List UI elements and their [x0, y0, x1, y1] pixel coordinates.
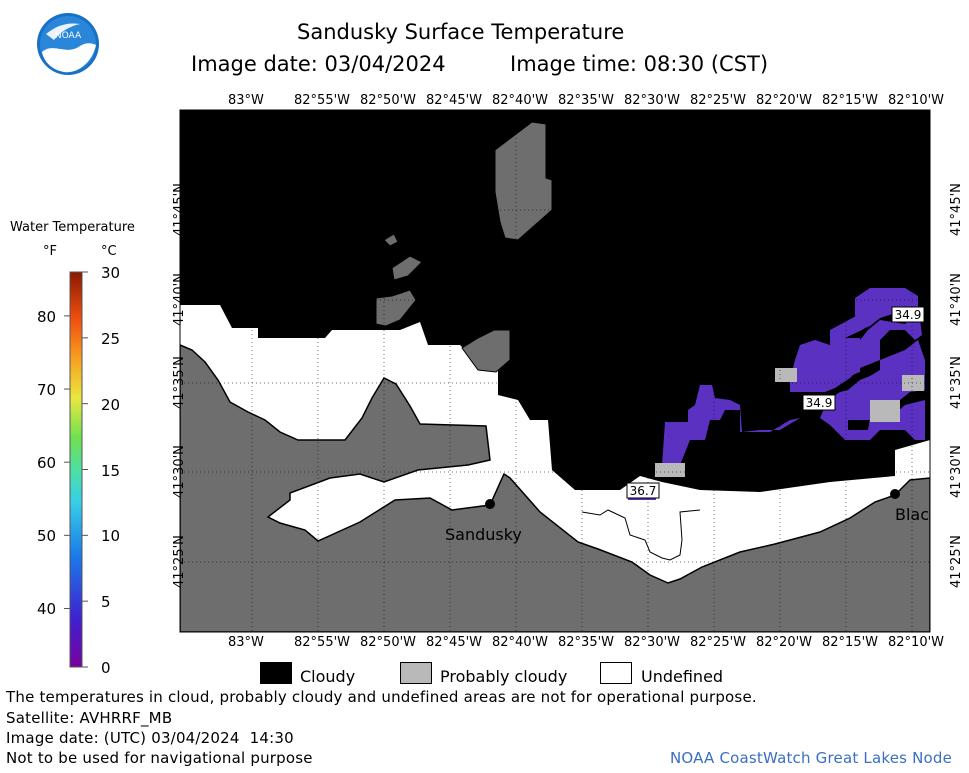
lat-label-left: 41°45'N [172, 183, 187, 236]
lon-label-top: 82°50'W [360, 93, 417, 108]
sandusky-marker [485, 499, 495, 509]
sandusky-label: Sandusky [445, 525, 522, 544]
colorbar-c-label: 25 [101, 329, 121, 348]
lon-label-top: 82°30'W [624, 93, 681, 108]
blac-marker [890, 489, 900, 499]
legend-cloudy-swatch [260, 662, 292, 684]
legend-probably-cloudy-label: Probably cloudy [440, 667, 568, 686]
lon-label-top: 82°40'W [492, 93, 549, 108]
lon-label-bottom: 82°25'W [690, 635, 747, 650]
lon-label-bottom: 82°20'W [756, 635, 813, 650]
lon-label-bottom: 82°10'W [888, 635, 945, 650]
lat-label-left: 41°35'N [172, 356, 187, 409]
lon-label-top: 82°55'W [294, 93, 351, 108]
lon-label-top: 82°25'W [690, 93, 747, 108]
colorbar-f-label: 70 [37, 381, 57, 400]
navigation-warning: Not to be used for navigational purpose [6, 749, 313, 767]
logo-text: NOAA [55, 31, 82, 41]
colorbar-c-label: 5 [101, 593, 111, 612]
legend-cloudy-label: Cloudy [300, 667, 356, 686]
island-mid [375, 289, 417, 327]
lon-label-bottom: 82°55'W [294, 635, 351, 650]
lat-label-right: 41°45'N [949, 183, 964, 236]
temp-label-3: 36.7 [630, 484, 657, 498]
satellite-text: Satellite: AVHRRF_MB [6, 709, 173, 727]
lat-label-right: 41°25'N [949, 535, 964, 588]
island-tiny [383, 233, 399, 247]
lon-label-top: 82°20'W [756, 93, 813, 108]
blac-label: Blac [895, 505, 929, 524]
island-kelleys [461, 329, 511, 373]
lon-label-bottom: 82°45'W [426, 635, 483, 650]
colorbar-f-label: 50 [37, 527, 57, 546]
lon-label-bottom: 82°30'W [624, 635, 681, 650]
land-region [180, 344, 930, 632]
chart-title: Sandusky Surface Temperature [297, 20, 625, 44]
island-small [391, 255, 423, 281]
colorbar-c-label: 30 [101, 264, 121, 282]
lat-label-left: 41°40'N [172, 273, 187, 326]
lon-label-top: 82°35'W [558, 93, 615, 108]
noaa-logo: NOAA [37, 13, 99, 75]
lon-label-top: 83°W [228, 93, 264, 108]
image-date: Image date: 03/04/2024 [191, 52, 446, 76]
colorbar-c-label: 15 [101, 461, 121, 480]
probably-cloudy-pixels [655, 368, 924, 477]
map: Sandusky Blac 34.9 34.9 36.7 [179, 109, 931, 633]
lon-label-bottom: 82°35'W [558, 635, 615, 650]
colorbar-unit-f: °F [43, 244, 57, 259]
colorbar-c-label: 20 [101, 395, 121, 414]
colorbar-c-label: 0 [101, 659, 111, 677]
lon-label-bottom: 82°40'W [492, 635, 549, 650]
colorbar-f-label: 80 [37, 307, 57, 326]
colorbar-unit-c: °C [101, 244, 117, 259]
lat-label-right: 41°35'N [949, 356, 964, 409]
colorbar-title: Water Temperature [10, 220, 135, 235]
colorbar [64, 271, 88, 668]
lat-label-left: 41°25'N [172, 535, 187, 588]
colorbar-c-label: 10 [101, 527, 121, 546]
lat-label-right: 41°40'N [949, 273, 964, 326]
lon-label-bottom: 83°W [228, 635, 264, 650]
lon-label-top: 82°45'W [426, 93, 483, 108]
temp-label-1: 34.9 [895, 308, 922, 322]
temp-label-2: 34.9 [806, 396, 833, 410]
image-time: Image time: 08:30 (CST) [510, 52, 769, 76]
legend-undefined-label: Undefined [641, 667, 724, 686]
credit-text: NOAA CoastWatch Great Lakes Node [670, 749, 953, 767]
lon-label-top: 82°10'W [888, 93, 945, 108]
colorbar-f-label: 40 [37, 600, 57, 619]
disclaimer-text: The temperatures in cloud, probably clou… [6, 688, 757, 706]
legend-probably-cloudy-swatch [400, 662, 432, 684]
image-date-utc: Image date: (UTC) 03/04/2024 14:30 [6, 729, 294, 747]
lon-label-bottom: 82°50'W [360, 635, 417, 650]
lon-label-bottom: 82°15'W [822, 635, 879, 650]
colorbar-f-label: 60 [37, 454, 57, 473]
lon-label-top: 82°15'W [822, 93, 879, 108]
lat-label-left: 41°30'N [172, 445, 187, 498]
legend-undefined-swatch [600, 662, 632, 684]
lat-label-right: 41°30'N [949, 445, 964, 498]
